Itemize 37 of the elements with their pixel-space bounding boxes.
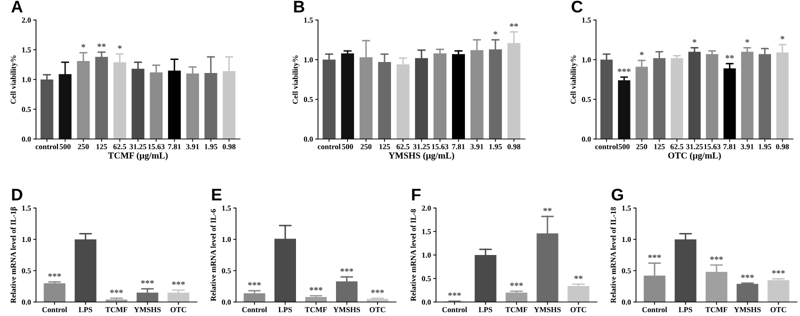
annotation: ** — [543, 208, 552, 212]
annotation: *** — [448, 292, 461, 296]
annotation: * — [118, 45, 122, 49]
annotation: *** — [48, 273, 61, 277]
chart-title: B — [294, 0, 304, 12]
annotation: ** — [510, 23, 518, 27]
annotation: *** — [310, 287, 322, 291]
annotation: * — [81, 44, 86, 48]
annotation: * — [692, 39, 696, 43]
annotation: * — [640, 52, 644, 56]
annotation: ** — [726, 55, 734, 58]
annotation: * — [780, 36, 784, 40]
chart-title: E — [212, 188, 222, 200]
annotation: * — [745, 39, 750, 43]
annotation: ** — [97, 44, 106, 47]
annotation: *** — [772, 270, 785, 274]
annotation: *** — [741, 274, 754, 278]
annotation: *** — [510, 282, 523, 286]
annotation: *** — [618, 68, 631, 72]
annotation: *** — [648, 254, 661, 258]
chart-title: G — [612, 188, 623, 201]
chart-title: F — [412, 188, 421, 200]
chart-title: D — [12, 188, 22, 200]
x-axis-title: OTC (μg/mL) — [668, 152, 721, 160]
annotation: *** — [172, 282, 185, 285]
annotation: *** — [110, 290, 123, 294]
annotation: *** — [371, 290, 384, 294]
chart-title: C — [572, 0, 583, 13]
x-axis-title: YMSHS (μg/mL) — [388, 152, 454, 160]
annotation: *** — [340, 268, 354, 272]
x-axis-title: TCMF (μg/mL) — [108, 152, 168, 160]
chart-title: A — [11, 0, 23, 12]
annotation: ** — [574, 276, 583, 279]
annotation: *** — [141, 280, 154, 284]
annotation: *** — [710, 256, 723, 260]
annotation: *** — [248, 282, 261, 286]
annotation: * — [494, 31, 498, 35]
